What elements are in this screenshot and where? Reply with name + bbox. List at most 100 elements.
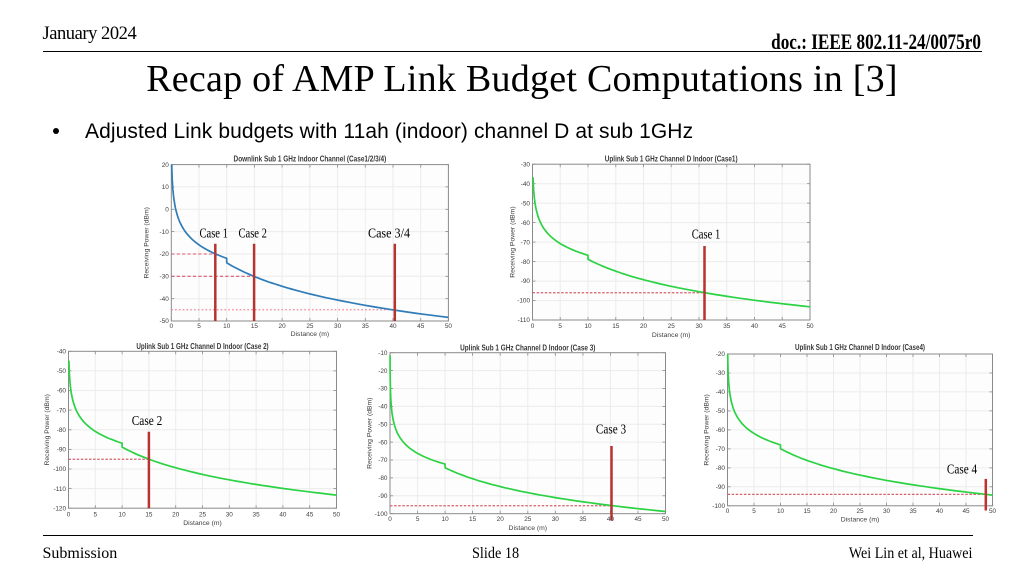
svg-text:-30: -30 bbox=[160, 274, 170, 281]
svg-text:45: 45 bbox=[634, 516, 642, 523]
svg-text:35: 35 bbox=[253, 512, 261, 519]
svg-text:5: 5 bbox=[558, 323, 562, 330]
svg-text:-120: -120 bbox=[53, 505, 66, 512]
svg-text:40: 40 bbox=[279, 512, 287, 519]
svg-text:-70: -70 bbox=[57, 407, 67, 414]
svg-text:-50: -50 bbox=[57, 368, 67, 375]
svg-text:Receiving Power (dBm): Receiving Power (dBm) bbox=[144, 207, 151, 278]
svg-text:40: 40 bbox=[936, 508, 944, 515]
svg-text:-30: -30 bbox=[521, 161, 531, 168]
svg-text:0: 0 bbox=[388, 516, 392, 523]
svg-text:-100: -100 bbox=[517, 298, 530, 305]
svg-text:30: 30 bbox=[695, 323, 703, 330]
svg-text:Distance (m): Distance (m) bbox=[652, 332, 691, 339]
svg-text:Case 1: Case 1 bbox=[692, 228, 721, 243]
svg-text:20: 20 bbox=[172, 512, 180, 519]
svg-text:0: 0 bbox=[726, 508, 730, 515]
svg-text:-80: -80 bbox=[378, 475, 388, 482]
svg-text:-90: -90 bbox=[716, 484, 726, 491]
svg-text:Uplink Sub 1 GHz Channel D Ind: Uplink Sub 1 GHz Channel D Indoor (Case … bbox=[460, 343, 595, 353]
svg-text:25: 25 bbox=[856, 508, 864, 515]
svg-text:-70: -70 bbox=[521, 239, 531, 246]
svg-text:45: 45 bbox=[417, 323, 425, 330]
svg-text:10: 10 bbox=[442, 516, 450, 523]
svg-text:Uplink Sub 1 GHz Channel D Ind: Uplink Sub 1 GHz Channel D Indoor (Case … bbox=[136, 341, 268, 351]
svg-text:Receiving Power (dBm): Receiving Power (dBm) bbox=[44, 394, 51, 465]
svg-text:-60: -60 bbox=[378, 439, 388, 446]
svg-text:50: 50 bbox=[806, 323, 814, 330]
svg-text:50: 50 bbox=[333, 512, 341, 519]
svg-text:-110: -110 bbox=[518, 317, 531, 324]
svg-text:-90: -90 bbox=[521, 278, 531, 285]
svg-text:-110: -110 bbox=[54, 486, 67, 493]
svg-text:Uplink Sub 1 GHz Channel D Ind: Uplink Sub 1 GHz Channel D Indoor (Case1… bbox=[605, 153, 738, 163]
svg-text:5: 5 bbox=[94, 512, 98, 519]
svg-text:-100: -100 bbox=[53, 466, 66, 473]
svg-text:45: 45 bbox=[962, 508, 970, 515]
svg-text:40: 40 bbox=[607, 516, 615, 523]
svg-text:Downlink Sub 1 GHz Indoor Chan: Downlink Sub 1 GHz Indoor Channel (Case1… bbox=[234, 153, 387, 163]
svg-text:5: 5 bbox=[197, 323, 201, 330]
svg-text:Case 4: Case 4 bbox=[947, 463, 977, 478]
svg-text:Case 3: Case 3 bbox=[596, 423, 626, 438]
svg-text:45: 45 bbox=[779, 323, 787, 330]
svg-text:Uplink Sub 1 GHz Channel D Ind: Uplink Sub 1 GHz Channel D Indoor (Case4… bbox=[795, 342, 925, 352]
svg-text:25: 25 bbox=[668, 323, 676, 330]
svg-text:-50: -50 bbox=[716, 408, 726, 415]
svg-text:-50: -50 bbox=[160, 318, 170, 325]
svg-text:35: 35 bbox=[362, 323, 370, 330]
svg-text:-60: -60 bbox=[57, 388, 67, 395]
svg-text:Receiving Power (dBm): Receiving Power (dBm) bbox=[510, 206, 517, 277]
svg-text:-100: -100 bbox=[375, 511, 388, 518]
svg-text:30: 30 bbox=[552, 516, 560, 523]
svg-text:-30: -30 bbox=[378, 386, 388, 393]
svg-text:15: 15 bbox=[469, 516, 477, 523]
svg-text:-90: -90 bbox=[57, 447, 67, 454]
svg-text:Case 3/4: Case 3/4 bbox=[368, 227, 410, 242]
svg-text:-20: -20 bbox=[716, 351, 726, 358]
svg-text:25: 25 bbox=[306, 323, 314, 330]
svg-text:50: 50 bbox=[445, 323, 453, 330]
svg-text:40: 40 bbox=[389, 323, 397, 330]
svg-text:25: 25 bbox=[524, 516, 532, 523]
svg-text:-20: -20 bbox=[160, 251, 170, 258]
svg-text:20: 20 bbox=[162, 162, 170, 169]
svg-text:10: 10 bbox=[584, 323, 592, 330]
svg-text:-10: -10 bbox=[160, 229, 170, 236]
svg-text:-60: -60 bbox=[716, 427, 726, 434]
svg-text:Distance (m): Distance (m) bbox=[509, 525, 548, 532]
svg-text:Distance (m): Distance (m) bbox=[841, 516, 880, 523]
svg-text:-100: -100 bbox=[712, 503, 725, 510]
svg-text:0: 0 bbox=[67, 512, 71, 519]
svg-text:30: 30 bbox=[334, 323, 342, 330]
svg-text:20: 20 bbox=[497, 516, 505, 523]
svg-text:Receiving Power (dBm): Receiving Power (dBm) bbox=[367, 398, 374, 469]
svg-text:10: 10 bbox=[162, 184, 170, 191]
svg-text:-50: -50 bbox=[521, 200, 531, 207]
svg-text:35: 35 bbox=[723, 323, 731, 330]
svg-text:Distance (m): Distance (m) bbox=[291, 331, 330, 338]
svg-text:50: 50 bbox=[662, 516, 670, 523]
svg-text:20: 20 bbox=[640, 323, 648, 330]
svg-text:-40: -40 bbox=[716, 389, 726, 396]
svg-text:-80: -80 bbox=[57, 427, 67, 434]
svg-text:-30: -30 bbox=[716, 370, 726, 377]
svg-text:20: 20 bbox=[279, 323, 287, 330]
svg-text:15: 15 bbox=[251, 323, 259, 330]
svg-text:-40: -40 bbox=[521, 181, 531, 188]
svg-text:35: 35 bbox=[909, 508, 917, 515]
svg-text:30: 30 bbox=[226, 512, 234, 519]
svg-text:5: 5 bbox=[416, 516, 420, 523]
svg-text:35: 35 bbox=[579, 516, 587, 523]
svg-text:5: 5 bbox=[752, 508, 756, 515]
svg-text:10: 10 bbox=[119, 512, 127, 519]
svg-text:-70: -70 bbox=[378, 457, 388, 464]
svg-text:-40: -40 bbox=[57, 349, 67, 356]
svg-text:-80: -80 bbox=[716, 465, 726, 472]
svg-text:Distance (m): Distance (m) bbox=[183, 520, 222, 527]
svg-text:Case 2: Case 2 bbox=[132, 414, 163, 429]
svg-text:Case 2: Case 2 bbox=[238, 227, 267, 242]
svg-text:10: 10 bbox=[777, 508, 785, 515]
svg-text:30: 30 bbox=[883, 508, 891, 515]
svg-text:15: 15 bbox=[145, 512, 153, 519]
